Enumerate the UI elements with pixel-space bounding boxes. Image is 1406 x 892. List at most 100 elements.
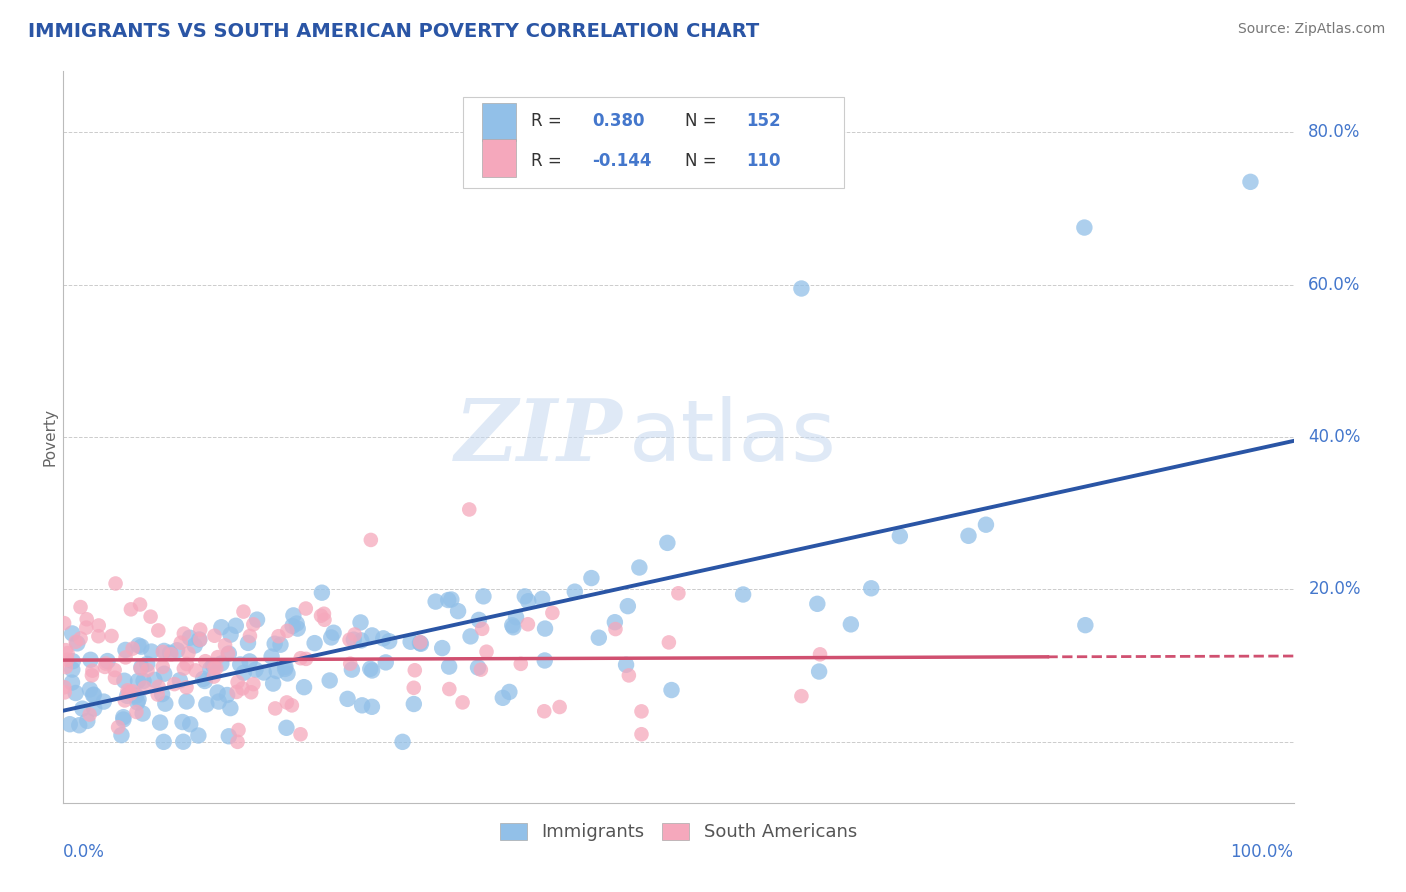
Point — [176, 681, 198, 695]
FancyBboxPatch shape — [463, 97, 845, 188]
Point — [94, 657, 117, 671]
Point — [312, 607, 335, 621]
Point — [79, 653, 101, 667]
Point — [83, 688, 105, 702]
Point — [159, 646, 181, 660]
Point — [87, 629, 110, 643]
Point — [55, 643, 77, 657]
Text: 0.0%: 0.0% — [63, 843, 105, 861]
Point — [513, 590, 536, 604]
Point — [1074, 618, 1097, 632]
Point — [112, 713, 135, 727]
Point — [117, 683, 139, 698]
Point — [125, 705, 148, 719]
Point — [207, 650, 229, 665]
Point — [67, 718, 90, 732]
Point — [661, 683, 683, 698]
Point — [304, 636, 326, 650]
Point — [292, 680, 315, 694]
Point — [56, 646, 79, 660]
Point — [56, 653, 79, 667]
Point — [253, 665, 276, 680]
Point — [239, 629, 262, 643]
Point — [104, 663, 127, 677]
Point — [285, 616, 308, 631]
Point — [322, 625, 344, 640]
Point — [628, 560, 651, 574]
Point — [173, 626, 195, 640]
Point — [281, 698, 304, 713]
Point — [170, 636, 193, 650]
Point — [121, 641, 143, 656]
Point — [104, 671, 127, 685]
Point — [93, 695, 115, 709]
Point — [173, 661, 195, 675]
Point — [149, 715, 172, 730]
Point — [53, 685, 76, 699]
Point — [808, 665, 831, 679]
Point — [630, 705, 652, 719]
Point — [399, 634, 422, 648]
Point — [104, 576, 127, 591]
Point — [276, 666, 298, 681]
Point — [564, 584, 586, 599]
Text: IMMIGRANTS VS SOUTH AMERICAN POVERTY CORRELATION CHART: IMMIGRANTS VS SOUTH AMERICAN POVERTY COR… — [28, 22, 759, 41]
Point — [80, 668, 103, 682]
Point — [239, 655, 262, 669]
Point — [440, 592, 463, 607]
Point — [516, 617, 538, 632]
Point — [112, 673, 135, 688]
Point — [177, 646, 200, 660]
Point — [65, 686, 87, 700]
Point — [471, 622, 494, 636]
Point — [439, 681, 461, 696]
Text: 60.0%: 60.0% — [1308, 276, 1361, 293]
Point — [194, 673, 217, 688]
Point — [264, 701, 287, 715]
Point — [458, 502, 481, 516]
Point — [166, 643, 188, 657]
Point — [79, 707, 101, 722]
Point — [533, 704, 555, 718]
Point — [69, 600, 91, 615]
Point — [349, 615, 371, 630]
Point — [136, 663, 159, 677]
Point — [432, 641, 454, 656]
Point — [541, 606, 564, 620]
Point — [172, 714, 194, 729]
Point — [214, 638, 236, 652]
Point — [808, 648, 831, 662]
Point — [437, 659, 460, 673]
Point — [94, 660, 117, 674]
Point — [115, 689, 138, 703]
Point — [666, 586, 689, 600]
Point — [152, 735, 174, 749]
Point — [240, 685, 263, 699]
Point — [343, 632, 366, 647]
Point — [605, 622, 627, 636]
Point — [208, 695, 231, 709]
Point — [269, 638, 291, 652]
Point — [352, 698, 374, 713]
Point — [202, 661, 225, 675]
Point — [581, 571, 603, 585]
Text: 80.0%: 80.0% — [1308, 123, 1361, 141]
Point — [229, 657, 252, 672]
Point — [226, 675, 249, 690]
Point — [225, 685, 247, 699]
Point — [409, 635, 432, 649]
Point — [55, 660, 77, 674]
Point — [409, 636, 432, 650]
Point — [974, 517, 997, 532]
Point — [205, 661, 228, 675]
Text: N =: N = — [685, 112, 721, 130]
Point — [127, 639, 149, 653]
Point — [219, 701, 242, 715]
Point — [169, 673, 191, 688]
Point — [72, 701, 94, 715]
Point — [260, 649, 283, 664]
Point — [232, 665, 254, 680]
Point — [287, 622, 309, 636]
Point — [125, 689, 148, 703]
Point — [437, 593, 460, 607]
